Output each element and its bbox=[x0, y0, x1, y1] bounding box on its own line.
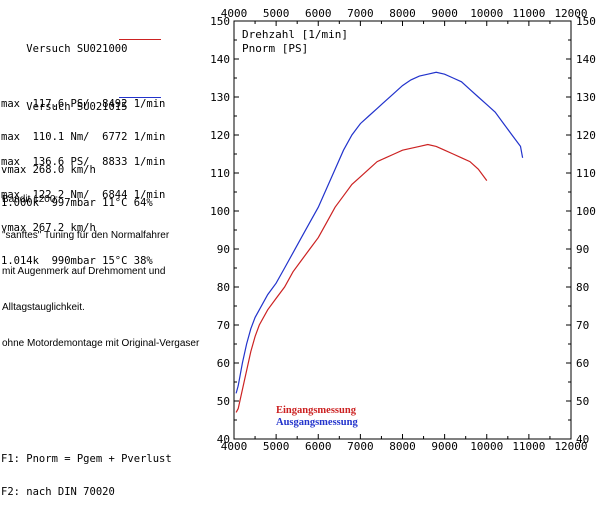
x-tick-label-top: 7000 bbox=[347, 7, 374, 20]
x-tick-label-top: 4000 bbox=[221, 7, 248, 20]
x-tick-label-bottom: 11000 bbox=[512, 440, 545, 450]
run-1-color-line bbox=[119, 39, 161, 40]
run-2-color-line bbox=[119, 97, 161, 98]
y-tick-label-right: 90 bbox=[576, 243, 589, 256]
y-tick-label-left: 50 bbox=[217, 395, 230, 408]
x-tick-label-bottom: 4000 bbox=[221, 440, 248, 450]
run-1-conditions: 1.000k 997mbar 11°C 64% bbox=[1, 197, 153, 209]
y-tick-label-left: 110 bbox=[210, 167, 230, 180]
y-tick-label-left: 130 bbox=[210, 91, 230, 104]
run-2-power: max 136.6 PS/ 8833 1/min bbox=[1, 156, 166, 168]
y-tick-label-right: 150 bbox=[576, 15, 596, 28]
x-tick-label-bottom: 6000 bbox=[305, 440, 332, 450]
run-1-title: Versuch SU021000 bbox=[26, 43, 128, 55]
run-1-torque: max 110.1 Nm/ 6772 1/min bbox=[1, 131, 166, 143]
x-tick-label-bottom: 10000 bbox=[470, 440, 503, 450]
y-tick-label-left: 80 bbox=[217, 281, 230, 294]
y-tick-label-left: 120 bbox=[210, 129, 230, 142]
run-2-torque: max 122.2 Nm/ 6844 1/min bbox=[1, 189, 166, 201]
series-line-2 bbox=[235, 71, 524, 394]
note-line-1: Bandit 1200: bbox=[2, 194, 59, 205]
y-tick-label-left: 70 bbox=[217, 319, 230, 332]
y-tick-label-right: 130 bbox=[576, 91, 596, 104]
x-tick-label-top: 11000 bbox=[512, 7, 545, 20]
plot-frame bbox=[233, 20, 572, 440]
y-tick-label-left: 90 bbox=[217, 243, 230, 256]
y-tick-label-right: 50 bbox=[576, 395, 589, 408]
run-1-info: Versuch SU021000 max 117.6 PS/ 8492 1/mi… bbox=[1, 11, 165, 220]
series-group bbox=[235, 71, 524, 413]
x-tick-label-bottom: 8000 bbox=[389, 440, 416, 450]
y-tick-label-right: 80 bbox=[576, 281, 589, 294]
x-tick-label-top: 5000 bbox=[263, 7, 290, 20]
run-2-conditions: 1.014k 990mbar 15°C 38% bbox=[1, 255, 153, 267]
y-tick-label-left: 150 bbox=[210, 15, 230, 28]
legend-eingangsmessung: Eingangsmessung bbox=[276, 405, 357, 416]
run-2-title: Versuch SU021015 bbox=[26, 101, 128, 113]
footnote-line-2: F2: nach DIN 70020 bbox=[1, 486, 115, 498]
tuning-note: Bandit 1200: "sanftes" Tuning für den No… bbox=[2, 170, 199, 362]
y-tick-label-left: 40 bbox=[217, 433, 230, 446]
series-line-1 bbox=[235, 143, 488, 413]
run-2-vmax: vmax 267.2 km/h bbox=[1, 222, 96, 234]
legend-ausgangsmessung: Ausgangsmessung bbox=[276, 417, 358, 428]
axes: 4000 4000 5000 5000 6000 6000 7000 7000 8000 8000… bbox=[210, 7, 596, 450]
y-tick-label-right: 120 bbox=[576, 129, 596, 142]
footnote-line-1: F1: Pnorm = Pgem + Pverlust bbox=[1, 453, 172, 465]
y-tick-label-left: 100 bbox=[210, 205, 230, 218]
x-tick-label-top: 10000 bbox=[470, 7, 503, 20]
power-chart: 4000 4000 5000 5000 6000 6000 7000 7000 8000 8000… bbox=[210, 7, 596, 450]
y-tick-label-right: 40 bbox=[576, 433, 589, 446]
y-tick-label-right: 60 bbox=[576, 357, 589, 370]
x-tick-label-top: 9000 bbox=[431, 7, 458, 20]
run-2-info: Versuch SU021015 max 136.6 PS/ 8833 1/mi… bbox=[1, 69, 165, 278]
y-tick-label-right: 110 bbox=[576, 167, 596, 180]
x-tick-label-top: 6000 bbox=[305, 7, 332, 20]
y-tick-label-right: 70 bbox=[576, 319, 589, 332]
y-tick-label-right: 100 bbox=[576, 205, 596, 218]
run-1-vmax: vmax 268.0 km/h bbox=[1, 164, 96, 176]
note-line-4: Alltagstauglichkeit. bbox=[2, 302, 85, 313]
run-1-power: max 117.6 PS/ 8492 1/min bbox=[1, 98, 166, 110]
note-line-3: mit Augenmerk auf Drehmoment und bbox=[2, 266, 166, 277]
x-tick-label-bottom: 12000 bbox=[554, 440, 587, 450]
x-axis-label: Drehzahl [1/min] bbox=[242, 28, 348, 41]
x-tick-label-bottom: 9000 bbox=[431, 440, 458, 450]
x-tick-label-bottom: 5000 bbox=[263, 440, 290, 450]
x-tick-label-top: 8000 bbox=[389, 7, 416, 20]
y-tick-label-left: 140 bbox=[210, 53, 230, 66]
x-tick-label-bottom: 7000 bbox=[347, 440, 374, 450]
y-tick-label-left: 60 bbox=[217, 357, 230, 370]
x-tick-label-top: 12000 bbox=[554, 7, 587, 20]
y-axis-label: Pnorm [PS] bbox=[242, 42, 308, 55]
y-tick-label-right: 140 bbox=[576, 53, 596, 66]
note-line-2: "sanftes" Tuning für den Normalfahrer bbox=[2, 230, 170, 241]
note-line-5: ohne Motordemontage mit Original-Vergase… bbox=[2, 338, 200, 349]
